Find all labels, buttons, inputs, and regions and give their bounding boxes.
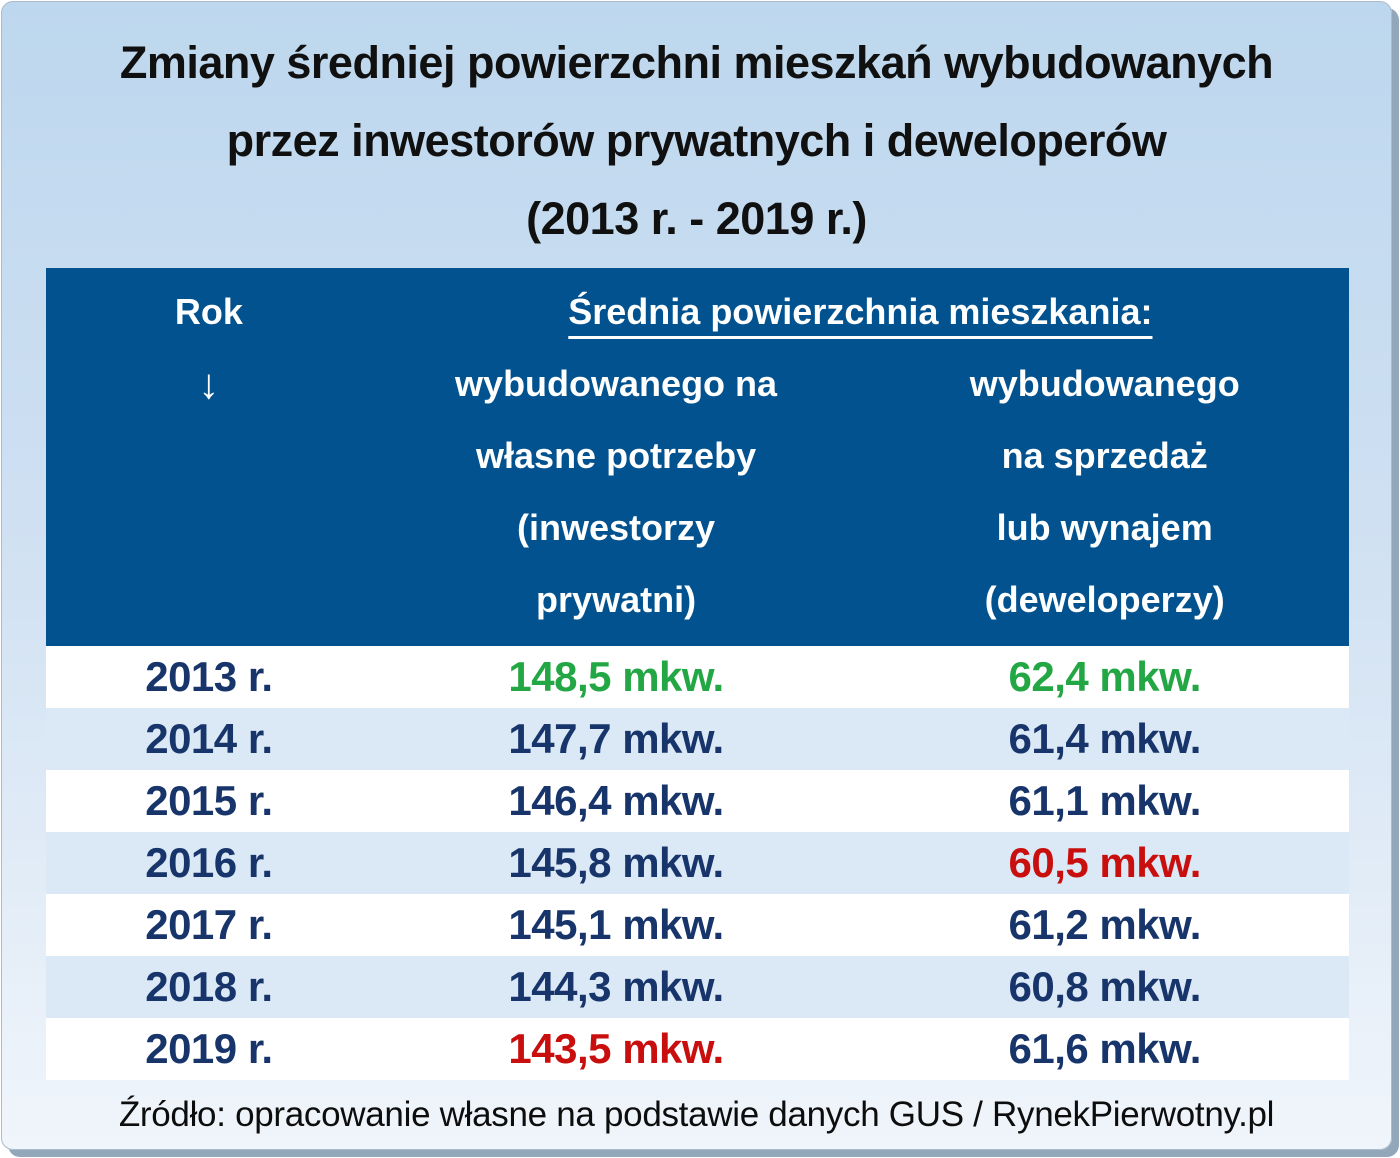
year-cell: 2018 r. [145,963,273,1010]
table-row: 2019 r. 143,5 mkw. 61,6 mkw. [46,1018,1349,1080]
table-row: 2017 r. 145,1 mkw. 61,2 mkw. [46,894,1349,956]
table-header: Rok ↓ Średnia powierzchnia mieszkania: w… [46,268,1349,646]
year-cell: 2013 r. [145,653,273,700]
table-row: 2013 r. 148,5 mkw. 62,4 mkw. [46,646,1349,708]
header-main-column: Średnia powierzchnia mieszkania: wybudow… [372,276,1349,636]
header-developer-column: wybudowanego na sprzedaż lub wynajem (de… [860,348,1349,636]
title-line-1: Zmiany średniej powierzchni mieszkań wyb… [119,37,1274,88]
table-row: 2015 r. 146,4 mkw. 61,1 mkw. [46,770,1349,832]
developer-value: 61,6 mkw. [1008,1025,1201,1072]
developer-line: na sprzedaż [1001,435,1208,476]
developer-line: (deweloperzy) [984,579,1225,620]
title-line-2: przez inwestorów prywatnych i deweloperó… [226,115,1167,166]
year-cell: 2014 r. [145,715,273,762]
year-cell: 2017 r. [145,901,273,948]
down-arrow-icon: ↓ [198,360,220,407]
header-own-use-column: wybudowanego na własne potrzeby (inwesto… [372,348,861,636]
developer-value: 61,4 mkw. [1008,715,1201,762]
year-cell: 2015 r. [145,777,273,824]
table-body: 2013 r. 148,5 mkw. 62,4 mkw. 2014 r. 147… [46,646,1349,1080]
title-line-3: (2013 r. - 2019 r.) [526,193,867,244]
year-column-label: Rok [174,291,243,332]
own-use-line: prywatni) [536,579,697,620]
own-use-value: 148,5 mkw. [508,653,724,700]
header-span-title-text: Średnia powierzchnia mieszkania: [568,291,1153,332]
table-row: 2014 r. 147,7 mkw. 61,4 mkw. [46,708,1349,770]
own-use-value: 145,8 mkw. [508,839,724,886]
own-use-value: 143,5 mkw. [508,1025,724,1072]
own-use-value: 144,3 mkw. [508,963,724,1010]
own-use-line: własne potrzeby [476,435,757,476]
own-use-line: (inwestorzy [517,507,716,548]
developer-line: wybudowanego [969,363,1240,404]
table-row: 2016 r. 145,8 mkw. 60,5 mkw. [46,832,1349,894]
own-use-value: 146,4 mkw. [508,777,724,824]
developer-value: 61,1 mkw. [1008,777,1201,824]
developer-value: 61,2 mkw. [1008,901,1201,948]
data-table: Rok ↓ Średnia powierzchnia mieszkania: w… [46,268,1349,1080]
own-use-value: 147,7 mkw. [508,715,724,762]
header-span-title: Średnia powierzchnia mieszkania: [372,276,1349,348]
developer-value: 60,8 mkw. [1008,963,1201,1010]
page-title: Zmiany średniej powierzchni mieszkań wyb… [2,2,1391,268]
year-cell: 2019 r. [145,1025,273,1072]
own-use-value: 145,1 mkw. [508,901,724,948]
developer-line: lub wynajem [996,507,1213,548]
table-row: 2018 r. 144,3 mkw. 60,8 mkw. [46,956,1349,1018]
own-use-line: wybudowanego na [455,363,778,404]
year-cell: 2016 r. [145,839,273,886]
source-text: Źródło: opracowanie własne na podstawie … [118,1095,1275,1134]
developer-value: 62,4 mkw. [1008,653,1201,700]
developer-value: 60,5 mkw. [1008,839,1201,886]
header-year-column: Rok ↓ [46,276,372,636]
